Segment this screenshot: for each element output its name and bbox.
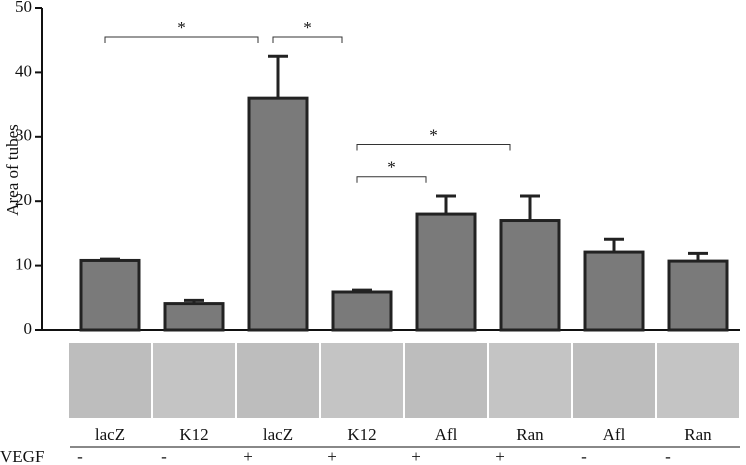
condition-value: - — [665, 447, 671, 465]
micrograph — [321, 343, 403, 418]
bar — [247, 96, 309, 332]
condition-label: VEGF — [0, 447, 44, 465]
y-tick-label: 30 — [15, 126, 32, 145]
condition-value: - — [161, 447, 167, 465]
x-tick-label: lacZ — [263, 425, 293, 444]
x-tick-label: Afl — [603, 425, 626, 444]
micrograph — [405, 343, 487, 418]
x-tick-label: K12 — [179, 425, 208, 444]
y-tick-label: 40 — [15, 61, 32, 80]
x-tick-label: Ran — [684, 425, 712, 444]
bar — [415, 212, 477, 332]
y-tick-label: 0 — [24, 319, 33, 338]
bar — [163, 302, 225, 332]
y-tick-label: 50 — [15, 0, 32, 16]
condition-value: - — [77, 447, 83, 465]
x-tick-label: lacZ — [95, 425, 125, 444]
y-axis-label: Area of tubes — [3, 124, 22, 216]
x-tick-label: K12 — [347, 425, 376, 444]
significance-bracket — [104, 36, 259, 43]
micrograph — [489, 343, 571, 418]
significance-label: * — [177, 18, 186, 37]
condition-value: + — [495, 447, 505, 465]
y-tick-label: 10 — [15, 255, 32, 274]
significance-bracket — [356, 144, 511, 151]
micrograph — [237, 343, 319, 418]
significance-label: * — [429, 125, 438, 144]
significance-bracket — [356, 176, 427, 183]
micrograph — [657, 343, 739, 418]
bar — [79, 258, 141, 332]
significance-label: * — [303, 18, 312, 37]
condition-value: + — [327, 447, 337, 465]
bar — [583, 250, 645, 332]
bar — [499, 219, 561, 332]
micrograph — [573, 343, 655, 418]
significance-label: * — [387, 158, 396, 177]
condition-value: + — [243, 447, 253, 465]
micrograph — [69, 343, 151, 418]
condition-value: - — [581, 447, 587, 465]
x-tick-label: Afl — [435, 425, 458, 444]
x-tick-label: Ran — [516, 425, 544, 444]
significance-bracket — [272, 36, 343, 43]
y-tick-label: 20 — [15, 190, 32, 209]
micrograph — [153, 343, 235, 418]
condition-value: + — [411, 447, 421, 465]
bar — [331, 290, 393, 332]
bar — [667, 259, 729, 332]
